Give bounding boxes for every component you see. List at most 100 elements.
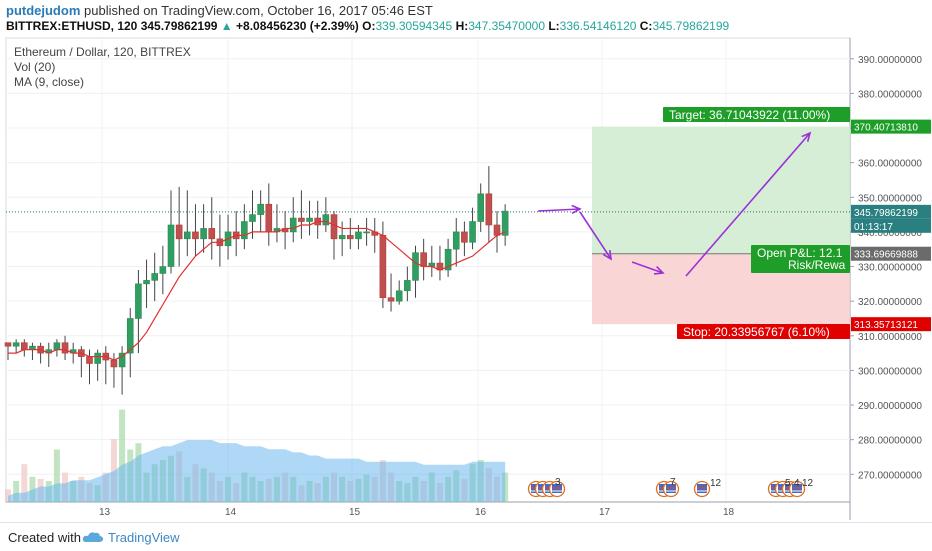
tradingview-brand[interactable]: TradingView: [108, 530, 180, 545]
candle-body: [200, 228, 207, 240]
symbol-label: BITTREX:ETHUSD, 120: [6, 19, 138, 33]
price-tick-label: 300.00000000: [858, 366, 922, 377]
candle-body: [53, 342, 61, 350]
last-price-label-bg: [851, 204, 931, 219]
candle-body: [298, 217, 305, 222]
candle-body: [86, 356, 93, 364]
candle-body: [461, 231, 468, 243]
author-link[interactable]: putdejudom: [6, 3, 81, 18]
ohlc-header: BITTREX:ETHUSD, 120 345.79862199 ▲ +8.08…: [6, 19, 729, 33]
candle-body: [452, 231, 460, 250]
stop-text: Stop: 20.33956767 (6.10%): [683, 325, 830, 339]
candle-body: [257, 203, 264, 215]
candle-body: [420, 252, 427, 267]
projection-arrow-line: [685, 132, 811, 277]
countdown-label-bg: [851, 218, 931, 233]
stop-box: [677, 324, 850, 339]
candle-body: [469, 221, 476, 243]
price-tick-label: 320.00000000: [858, 297, 922, 308]
candle-body: [159, 266, 167, 274]
candle-body: [151, 273, 158, 281]
target-price-label: 370.40713810: [854, 123, 918, 134]
candle-body: [346, 235, 354, 240]
pnl-box: [751, 245, 850, 273]
candle-body: [126, 318, 134, 354]
risk-reward-text: Risk/Rewa: [788, 258, 846, 272]
volume-bar: [53, 449, 60, 502]
chart-legend: Ethereum / Dollar, 120, BITTREX Vol (20)…: [14, 45, 191, 90]
candle-body: [338, 235, 346, 240]
stop-price-label-bg: [851, 317, 931, 332]
price-tick-label: 390.00000000: [858, 55, 922, 66]
price-tick-label: 280.00000000: [858, 436, 922, 447]
candle-body: [192, 231, 199, 240]
target-text: Target: 36.71043922 (11.00%): [669, 108, 830, 122]
price-tick-label: 350.00000000: [858, 193, 922, 204]
candle-body: [241, 221, 248, 240]
moving-average-line: [8, 220, 506, 361]
volume-bar: [21, 464, 28, 502]
open-value: 339.30594345: [375, 19, 453, 33]
price-tick-label: 310.00000000: [858, 332, 922, 343]
candle-body: [135, 283, 142, 319]
projection-arrow-line: [579, 211, 612, 260]
tradingview-cloud-icon: [82, 532, 104, 542]
time-tick-label: 17: [599, 507, 611, 518]
volume-bar: [29, 476, 36, 502]
candle-body: [404, 280, 411, 292]
candle-body: [355, 231, 362, 240]
target-box: [663, 107, 850, 122]
volume-ma-area: [8, 440, 506, 502]
event-count: 12: [802, 478, 814, 489]
candle-body: [20, 342, 28, 350]
event-count: 3: [555, 477, 561, 488]
candle-body: [110, 359, 118, 368]
candle-body: [330, 214, 338, 240]
candle-body: [493, 224, 501, 236]
candle-body: [249, 214, 256, 222]
high-value: 347.35470000: [468, 19, 545, 33]
close-label: C:: [639, 19, 653, 33]
arrowhead-icon: [653, 266, 665, 275]
price-chart[interactable]: 390.00000000380.00000000370.00000000360.…: [0, 0, 932, 522]
volume-bar: [5, 489, 11, 502]
arrowhead-icon: [801, 131, 812, 142]
candle-body: [363, 231, 370, 234]
time-tick-label: 14: [225, 507, 237, 518]
candle-body: [412, 252, 419, 281]
event-count: 12: [710, 478, 722, 489]
event-count: 7: [670, 477, 676, 488]
time-tick-label: 18: [723, 507, 735, 518]
arrowhead-icon: [571, 204, 582, 214]
volume-bar: [110, 439, 117, 502]
candle-body: [379, 235, 387, 299]
target-zone: [592, 126, 850, 254]
candle-body: [167, 224, 175, 267]
price-tick-label: 340.00000000: [858, 228, 922, 239]
candle-body: [306, 217, 313, 222]
stop-price-label: 313.35713121: [854, 320, 918, 331]
publish-info: published on TradingView.com, October 16…: [84, 3, 433, 18]
volume-bar: [13, 481, 20, 502]
close-value: 345.79862199: [652, 19, 730, 33]
projection-arrow-line: [537, 208, 581, 212]
candle-body: [444, 248, 452, 271]
entry-price-label: 333.69669888: [854, 250, 918, 261]
time-tick-label: 15: [349, 507, 361, 518]
candle-body: [94, 352, 101, 364]
volume-bar: [119, 409, 126, 502]
candle-body: [4, 342, 12, 347]
created-with-text: Created with: [8, 530, 81, 545]
low-label: L:: [548, 19, 560, 33]
countdown-label: 01:13:17: [854, 222, 893, 233]
change-value: +8.08456230 (+2.39%): [236, 19, 359, 33]
low-value: 336.54146120: [559, 19, 637, 33]
price-tick-label: 330.00000000: [858, 263, 922, 274]
last-price: 345.79862199: [140, 19, 218, 33]
candle-body: [118, 352, 126, 368]
candle-body: [289, 217, 297, 233]
candle-body: [265, 203, 273, 233]
event-count: 5: [785, 478, 791, 489]
price-tick-label: 270.00000000: [858, 470, 922, 481]
price-tick-label: 290.00000000: [858, 401, 922, 412]
